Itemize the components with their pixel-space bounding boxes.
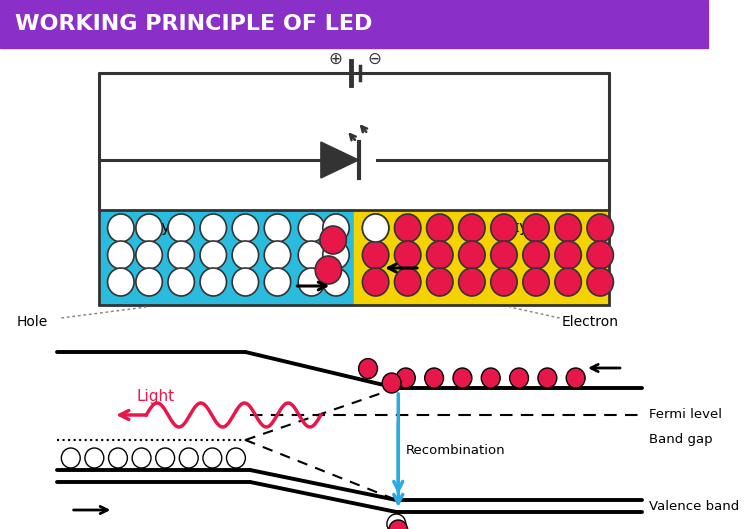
Circle shape bbox=[200, 241, 226, 269]
Circle shape bbox=[362, 241, 388, 269]
Text: n-type: n-type bbox=[499, 220, 548, 235]
Circle shape bbox=[362, 214, 388, 242]
Circle shape bbox=[523, 241, 549, 269]
Circle shape bbox=[226, 448, 245, 468]
Circle shape bbox=[322, 241, 350, 269]
Text: p-type: p-type bbox=[140, 220, 190, 235]
Circle shape bbox=[107, 268, 134, 296]
Circle shape bbox=[358, 359, 377, 379]
Circle shape bbox=[232, 241, 259, 269]
Circle shape bbox=[168, 241, 194, 269]
Circle shape bbox=[168, 214, 194, 242]
Circle shape bbox=[587, 268, 613, 296]
Circle shape bbox=[523, 214, 549, 242]
Text: $\oplus$: $\oplus$ bbox=[328, 50, 342, 68]
Text: Fermi level: Fermi level bbox=[650, 408, 722, 422]
Text: Recombination: Recombination bbox=[406, 443, 506, 457]
Circle shape bbox=[136, 214, 162, 242]
Circle shape bbox=[136, 241, 162, 269]
Circle shape bbox=[427, 214, 453, 242]
Circle shape bbox=[132, 448, 151, 468]
Circle shape bbox=[107, 214, 134, 242]
Circle shape bbox=[322, 268, 350, 296]
Circle shape bbox=[394, 214, 421, 242]
Circle shape bbox=[232, 268, 259, 296]
Circle shape bbox=[362, 268, 388, 296]
Circle shape bbox=[509, 368, 529, 388]
Circle shape bbox=[168, 268, 194, 296]
Circle shape bbox=[453, 368, 472, 388]
Circle shape bbox=[587, 241, 613, 269]
Circle shape bbox=[362, 214, 388, 242]
Circle shape bbox=[396, 368, 416, 388]
Circle shape bbox=[320, 226, 346, 254]
Text: Valence band: Valence band bbox=[650, 499, 740, 513]
Circle shape bbox=[298, 268, 325, 296]
Circle shape bbox=[394, 241, 421, 269]
Circle shape bbox=[156, 448, 175, 468]
Circle shape bbox=[555, 268, 581, 296]
Circle shape bbox=[490, 268, 517, 296]
Circle shape bbox=[179, 448, 198, 468]
Circle shape bbox=[203, 448, 222, 468]
Circle shape bbox=[555, 214, 581, 242]
Circle shape bbox=[394, 268, 421, 296]
Circle shape bbox=[264, 214, 291, 242]
Circle shape bbox=[232, 214, 259, 242]
Text: $\ominus$: $\ominus$ bbox=[368, 50, 382, 68]
Circle shape bbox=[459, 214, 485, 242]
Bar bbox=[354, 210, 609, 305]
Circle shape bbox=[264, 268, 291, 296]
Circle shape bbox=[424, 368, 443, 388]
Circle shape bbox=[490, 214, 517, 242]
Text: Electron: Electron bbox=[562, 315, 619, 329]
Text: WORKING PRINCIPLE OF LED: WORKING PRINCIPLE OF LED bbox=[15, 14, 373, 34]
Circle shape bbox=[200, 214, 226, 242]
Circle shape bbox=[109, 448, 128, 468]
Bar bbox=[99, 210, 609, 305]
Circle shape bbox=[459, 268, 485, 296]
Circle shape bbox=[264, 241, 291, 269]
Circle shape bbox=[427, 241, 453, 269]
Text: Light: Light bbox=[136, 388, 175, 404]
Circle shape bbox=[382, 373, 401, 393]
Circle shape bbox=[490, 241, 517, 269]
Circle shape bbox=[62, 448, 80, 468]
Text: Hole: Hole bbox=[17, 315, 48, 329]
Circle shape bbox=[387, 514, 406, 529]
Circle shape bbox=[298, 214, 325, 242]
Circle shape bbox=[427, 268, 453, 296]
Circle shape bbox=[523, 268, 549, 296]
Bar bbox=[99, 210, 354, 305]
Bar bbox=[0, 0, 708, 48]
Circle shape bbox=[566, 368, 585, 388]
Circle shape bbox=[322, 214, 350, 242]
Circle shape bbox=[388, 520, 408, 529]
Circle shape bbox=[459, 241, 485, 269]
Circle shape bbox=[85, 448, 104, 468]
Circle shape bbox=[482, 368, 500, 388]
Circle shape bbox=[107, 241, 134, 269]
Circle shape bbox=[315, 256, 342, 284]
Circle shape bbox=[555, 241, 581, 269]
Circle shape bbox=[298, 241, 325, 269]
Circle shape bbox=[136, 268, 162, 296]
Circle shape bbox=[587, 214, 613, 242]
Circle shape bbox=[200, 268, 226, 296]
Circle shape bbox=[538, 368, 556, 388]
Text: Band gap: Band gap bbox=[650, 433, 713, 446]
Polygon shape bbox=[321, 142, 358, 178]
